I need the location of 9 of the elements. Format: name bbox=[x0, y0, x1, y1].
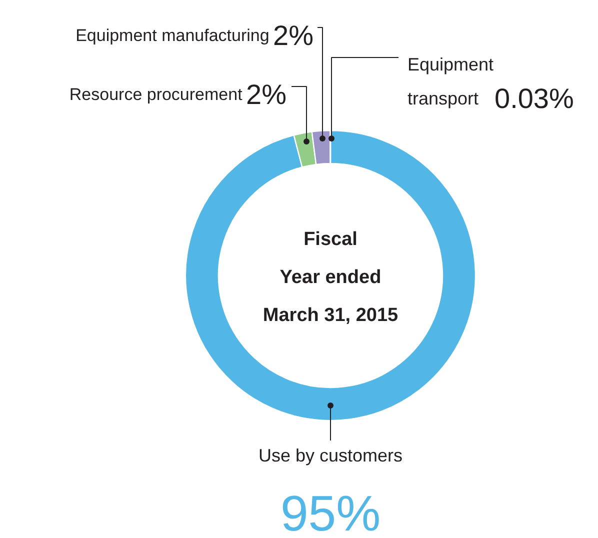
slice-label: Resource procurement bbox=[69, 85, 243, 104]
slice-label: Equipment manufacturing bbox=[76, 26, 270, 45]
data-label: 95% bbox=[280, 486, 381, 538]
slice-label: Use by customers bbox=[258, 446, 403, 466]
data-label: 0.03% bbox=[494, 83, 574, 114]
text: Fiscal Year ended March 31, 2015 bbox=[262, 229, 399, 326]
slice-label: Equipment transport bbox=[408, 54, 494, 108]
data-label: 2% bbox=[273, 20, 314, 51]
data-label: 2% bbox=[246, 79, 286, 110]
